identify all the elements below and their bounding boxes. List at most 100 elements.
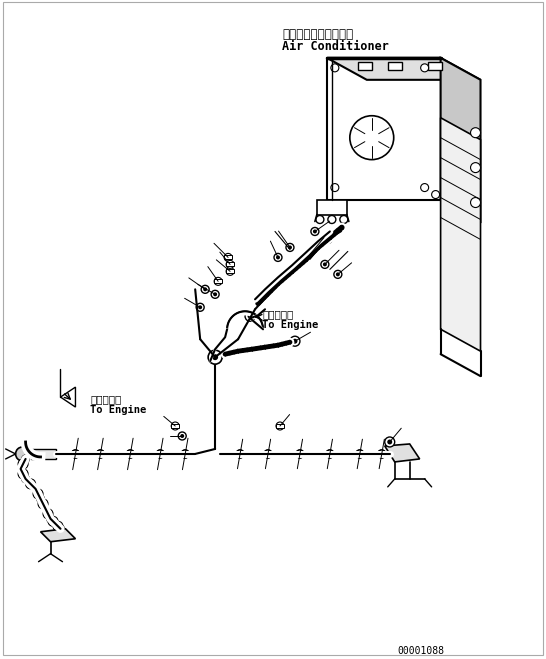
- Circle shape: [432, 190, 440, 198]
- Circle shape: [340, 215, 348, 223]
- Bar: [171, 424, 179, 428]
- Circle shape: [471, 163, 480, 173]
- Circle shape: [26, 479, 35, 489]
- Circle shape: [214, 277, 222, 285]
- Circle shape: [156, 450, 164, 458]
- Polygon shape: [327, 58, 441, 200]
- Circle shape: [226, 260, 234, 268]
- Circle shape: [43, 509, 53, 519]
- Circle shape: [356, 450, 364, 458]
- Circle shape: [46, 515, 55, 523]
- Circle shape: [33, 489, 43, 499]
- Circle shape: [358, 452, 362, 456]
- Circle shape: [158, 452, 162, 456]
- Circle shape: [211, 291, 219, 299]
- Circle shape: [380, 452, 384, 456]
- Circle shape: [276, 256, 280, 260]
- Circle shape: [385, 437, 395, 447]
- Circle shape: [290, 336, 300, 346]
- Circle shape: [38, 499, 48, 509]
- Bar: [428, 62, 442, 70]
- Circle shape: [247, 314, 253, 319]
- Text: エンジンへ: エンジンへ: [262, 309, 293, 319]
- Circle shape: [274, 254, 282, 262]
- Text: エアーコンディショナ: エアーコンディショナ: [282, 28, 353, 41]
- Circle shape: [98, 452, 103, 456]
- Bar: [226, 270, 234, 273]
- Circle shape: [266, 452, 270, 456]
- Circle shape: [178, 432, 186, 440]
- Circle shape: [276, 422, 284, 430]
- Circle shape: [296, 450, 304, 458]
- Circle shape: [74, 452, 78, 456]
- Circle shape: [356, 450, 364, 458]
- Circle shape: [420, 184, 429, 192]
- Circle shape: [198, 305, 202, 309]
- Circle shape: [196, 303, 204, 311]
- Circle shape: [328, 452, 332, 456]
- Circle shape: [37, 495, 45, 503]
- Circle shape: [350, 116, 394, 159]
- Circle shape: [22, 455, 29, 463]
- Circle shape: [264, 450, 272, 458]
- Circle shape: [245, 311, 255, 321]
- Circle shape: [380, 452, 384, 456]
- Circle shape: [72, 450, 80, 458]
- Circle shape: [72, 450, 80, 458]
- Circle shape: [226, 268, 234, 275]
- Circle shape: [56, 525, 64, 532]
- Circle shape: [288, 245, 292, 249]
- Circle shape: [336, 272, 340, 276]
- Text: 00001088: 00001088: [397, 646, 444, 656]
- Text: エンジンへ: エンジンへ: [91, 394, 122, 404]
- Circle shape: [238, 452, 242, 456]
- Circle shape: [331, 64, 339, 72]
- Circle shape: [74, 452, 78, 456]
- Circle shape: [323, 262, 327, 266]
- Circle shape: [296, 450, 304, 458]
- Text: To Engine: To Engine: [262, 320, 318, 330]
- Circle shape: [387, 440, 392, 444]
- Circle shape: [306, 250, 314, 258]
- Circle shape: [471, 198, 480, 208]
- Circle shape: [238, 452, 242, 456]
- Polygon shape: [40, 529, 75, 542]
- Circle shape: [208, 350, 222, 364]
- Circle shape: [471, 128, 480, 138]
- Circle shape: [156, 450, 164, 458]
- Circle shape: [171, 422, 179, 430]
- Circle shape: [313, 229, 317, 233]
- Circle shape: [48, 516, 58, 527]
- Bar: [276, 424, 284, 428]
- Circle shape: [328, 452, 332, 456]
- Circle shape: [180, 434, 184, 438]
- Circle shape: [126, 450, 134, 458]
- Circle shape: [266, 452, 270, 456]
- Circle shape: [324, 235, 332, 243]
- Circle shape: [126, 450, 134, 458]
- Text: Air Conditioner: Air Conditioner: [282, 40, 389, 53]
- Circle shape: [183, 452, 187, 456]
- Circle shape: [128, 452, 132, 456]
- Circle shape: [53, 521, 63, 531]
- Circle shape: [378, 450, 385, 458]
- Polygon shape: [327, 58, 480, 80]
- Circle shape: [298, 452, 302, 456]
- Circle shape: [420, 64, 429, 72]
- Circle shape: [183, 452, 187, 456]
- Circle shape: [358, 452, 362, 456]
- Bar: [388, 62, 402, 70]
- Circle shape: [98, 452, 103, 456]
- Circle shape: [97, 450, 104, 458]
- Circle shape: [326, 450, 334, 458]
- Text: To Engine: To Engine: [91, 405, 147, 415]
- Circle shape: [128, 452, 132, 456]
- Circle shape: [316, 215, 324, 223]
- Circle shape: [328, 215, 336, 223]
- Polygon shape: [31, 449, 56, 459]
- Circle shape: [331, 184, 339, 192]
- Circle shape: [181, 450, 189, 458]
- Circle shape: [213, 293, 217, 297]
- Circle shape: [18, 469, 28, 479]
- Bar: [317, 200, 347, 214]
